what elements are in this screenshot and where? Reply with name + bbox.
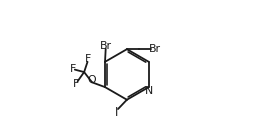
Text: N: N xyxy=(145,87,153,96)
Text: Br: Br xyxy=(100,41,112,51)
Text: F: F xyxy=(85,54,91,64)
Text: F: F xyxy=(73,79,79,89)
Text: I: I xyxy=(115,106,119,119)
Text: Br: Br xyxy=(149,44,161,54)
Text: O: O xyxy=(88,75,96,85)
Text: F: F xyxy=(69,64,76,74)
